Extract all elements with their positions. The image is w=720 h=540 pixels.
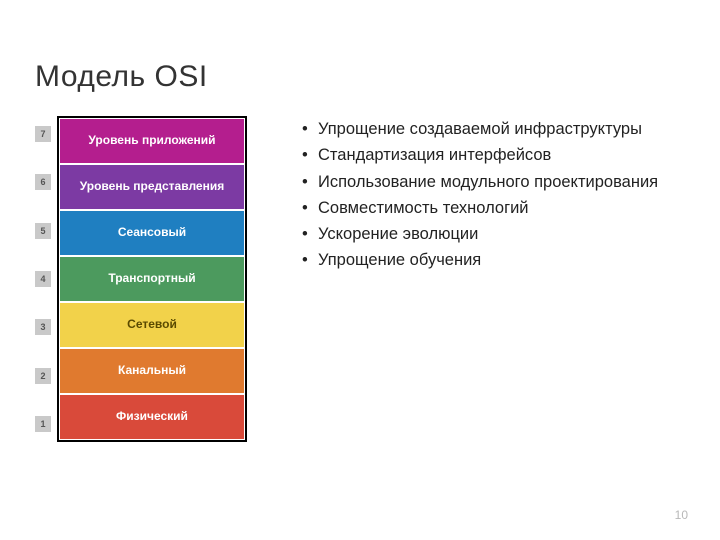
page-number: 10 [675,508,688,522]
bullet-item: Использование модульного проектирования [302,171,680,193]
layer-numbers-column: 7 6 5 4 3 2 1 [35,116,57,442]
bullet-item: Упрощение создаваемой инфраструктуры [302,118,680,140]
layer-number-2: 2 [35,368,51,384]
layer-transport: Транспортный [60,257,244,301]
layer-number-1: 1 [35,416,51,432]
bullet-item: Ускорение эволюции [302,223,680,245]
bullet-item: Совместимость технологий [302,197,680,219]
content-row: 7 6 5 4 3 2 1 Уровень приложений Уровень… [35,116,680,442]
slide: Модель OSI 7 6 5 4 3 2 1 Уровень приложе… [0,0,720,540]
layer-network: Сетевой [60,303,244,347]
layer-application: Уровень приложений [60,119,244,163]
layer-number-3: 3 [35,319,51,335]
layer-session: Сеансовый [60,211,244,255]
layer-number-7: 7 [35,126,51,142]
layer-datalink: Канальный [60,349,244,393]
bullet-list: Упрощение создаваемой инфраструктуры Ста… [302,116,680,276]
layer-physical: Физический [60,395,244,439]
page-title: Модель OSI [35,60,680,94]
layer-presentation: Уровень представления [60,165,244,209]
bullet-item: Стандартизация интерфейсов [302,144,680,166]
osi-stack: Уровень приложений Уровень представления… [57,116,247,442]
layer-number-4: 4 [35,271,51,287]
bullet-item: Упрощение обучения [302,249,680,271]
layer-number-6: 6 [35,174,51,190]
osi-stack-wrap: 7 6 5 4 3 2 1 Уровень приложений Уровень… [35,116,247,442]
layer-number-5: 5 [35,223,51,239]
